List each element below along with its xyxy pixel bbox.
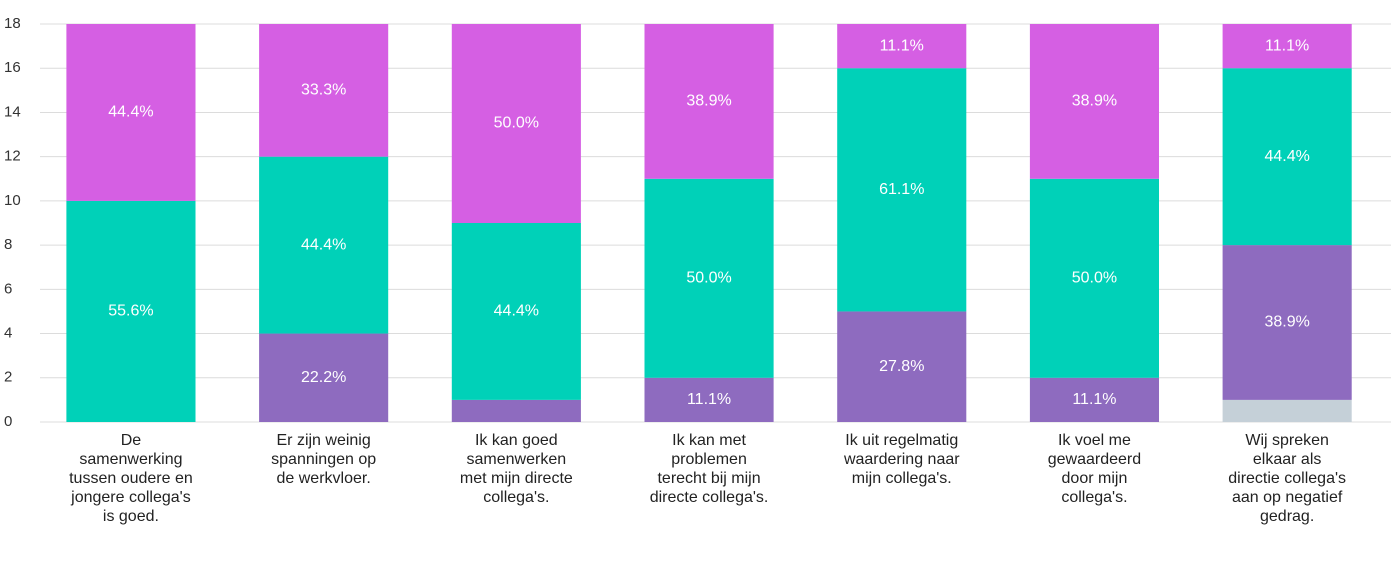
bar-segment	[644, 377, 774, 422]
bar-segment	[837, 24, 967, 69]
x-tick-label: Ik uit regelmatig waardering naar mijn c…	[843, 432, 960, 487]
x-tick-label: Ik kan goed samenwerken met mijn directe…	[459, 432, 573, 506]
x-tick-label: Ik voel me gewaardeerd door mijn collega…	[1047, 432, 1142, 506]
x-tick-label: De samenwerking tussen oudere en jongere…	[69, 432, 193, 525]
bar-segment	[259, 156, 389, 334]
data-label: 44.4%	[301, 236, 346, 253]
data-label: 22.2%	[301, 369, 346, 386]
data-label: 11.1%	[1072, 391, 1116, 408]
data-label: 11.1%	[1265, 37, 1309, 54]
bar-segment	[259, 333, 389, 422]
data-label: 44.4%	[494, 303, 539, 320]
bar-segment	[644, 24, 774, 179]
y-tick-label: 6	[4, 280, 12, 297]
y-tick-label: 8	[4, 236, 12, 253]
y-tick-label: 12	[4, 148, 21, 165]
bar-segment	[837, 68, 967, 312]
data-label: 44.4%	[1264, 148, 1309, 165]
bar-segment	[1222, 24, 1352, 69]
data-label: 50.0%	[686, 269, 731, 286]
data-label: 61.1%	[879, 181, 924, 198]
data-label: 44.4%	[108, 104, 153, 121]
y-tick-label: 10	[4, 192, 21, 209]
data-label: 11.1%	[687, 391, 731, 408]
bar-segment	[66, 24, 196, 201]
y-tick-label: 0	[4, 413, 12, 430]
bar-segment	[1029, 178, 1160, 378]
bar-segment	[1222, 245, 1352, 400]
data-label: 50.0%	[494, 115, 539, 132]
bar-segment	[451, 399, 581, 422]
bar-segment	[1222, 68, 1352, 246]
data-label: 38.9%	[1072, 93, 1117, 110]
data-label: 38.9%	[686, 93, 731, 110]
data-label: 38.9%	[1264, 314, 1309, 331]
y-tick-label: 14	[4, 103, 21, 120]
bar-segment	[644, 178, 774, 378]
y-tick-label: 16	[4, 59, 21, 76]
data-label: 33.3%	[301, 82, 346, 99]
bar-segment	[451, 24, 581, 223]
bar-segment	[66, 200, 196, 422]
x-tick-label: Wij spreken elkaar als directie collega'…	[1228, 432, 1347, 525]
data-label: 55.6%	[108, 303, 153, 320]
x-tick-label: Ik kan met problemen terecht bij mijn di…	[649, 432, 769, 506]
y-tick-label: 2	[4, 369, 12, 386]
bar-segment	[1029, 24, 1160, 179]
bar-segment	[1029, 377, 1160, 422]
bar-segment	[451, 223, 581, 400]
x-tick-label: Er zijn weinig spanningen op de werkvloe…	[271, 432, 377, 487]
bar-segment	[1222, 399, 1352, 422]
data-label: 50.0%	[1072, 269, 1117, 286]
y-tick-label: 18	[4, 15, 21, 32]
data-label: 27.8%	[879, 358, 924, 375]
y-tick-label: 4	[4, 325, 12, 342]
bar-segment	[837, 311, 967, 422]
data-label: 11.1%	[880, 37, 924, 54]
bar-segment	[259, 24, 389, 157]
